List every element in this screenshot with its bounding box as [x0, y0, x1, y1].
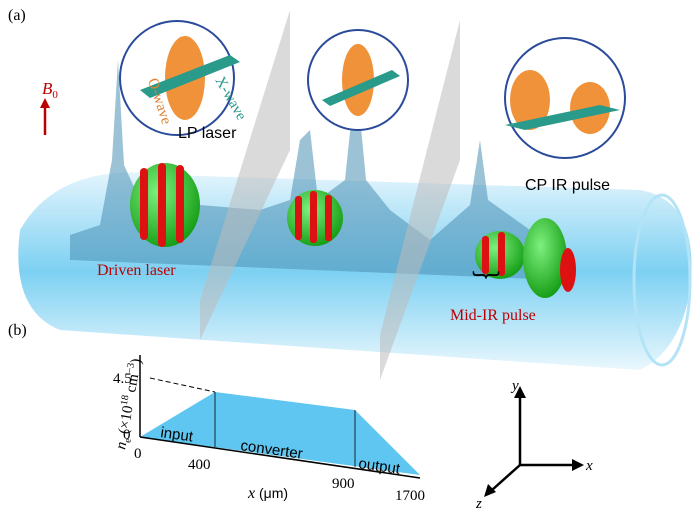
y-tick: 0: [123, 427, 131, 443]
x-axis: [139, 436, 421, 479]
x-symbol: x: [247, 485, 255, 502]
x-tick: 400: [188, 457, 211, 473]
pulse: [287, 190, 343, 246]
ne-sub: e: [122, 437, 134, 444]
field-b: B: [42, 79, 53, 98]
annotation: LP laser: [178, 125, 237, 142]
ne-n: n: [113, 441, 130, 451]
ne-exp: 18: [119, 394, 132, 406]
panel-label: (b): [8, 322, 27, 339]
coordinate-axes: [491, 395, 575, 491]
arrowhead: [572, 459, 584, 471]
brace: ︸: [472, 270, 500, 302]
field-sub: 0: [52, 89, 58, 101]
pulse: [130, 163, 200, 247]
x-axis-label: x (μm): [247, 485, 288, 502]
channel-end: [632, 193, 692, 367]
panel-label: (a): [8, 7, 26, 24]
axis-y: y: [510, 378, 519, 394]
plane: [380, 20, 460, 380]
plane: [200, 10, 290, 340]
ne-unit-exp: −3: [124, 362, 137, 374]
annotation: Driven laser: [97, 262, 176, 279]
polarization-lp: [119, 20, 240, 136]
x-unit: (μm): [255, 485, 288, 501]
dashed-line: [149, 377, 216, 393]
x-tick: 1700: [395, 488, 425, 504]
annotation: Mid-IR pulse: [450, 307, 536, 324]
polarization-mid: [307, 29, 409, 131]
density-profile: [140, 392, 420, 475]
field-symbol: B0: [42, 79, 58, 101]
ne-close: ): [128, 357, 145, 365]
axis-z: z: [475, 496, 482, 512]
ne-open: (×10: [115, 404, 136, 439]
polarization-cp: [504, 37, 626, 159]
x-tick: 0: [134, 446, 142, 462]
x-tick: 900: [332, 476, 355, 492]
ne-unit: cm: [123, 373, 143, 398]
annotation: CP IR pulse: [525, 177, 610, 194]
axis-x: x: [585, 458, 593, 474]
arrowhead: [484, 484, 496, 497]
pulse: [475, 218, 576, 298]
y-axis-label: ne (×1018 cm−3): [111, 357, 148, 451]
region: output: [357, 455, 401, 478]
y-tick: 4.5: [113, 371, 132, 387]
arrowhead: [514, 386, 526, 398]
region: input: [159, 424, 194, 445]
arrowhead: [40, 98, 50, 108]
